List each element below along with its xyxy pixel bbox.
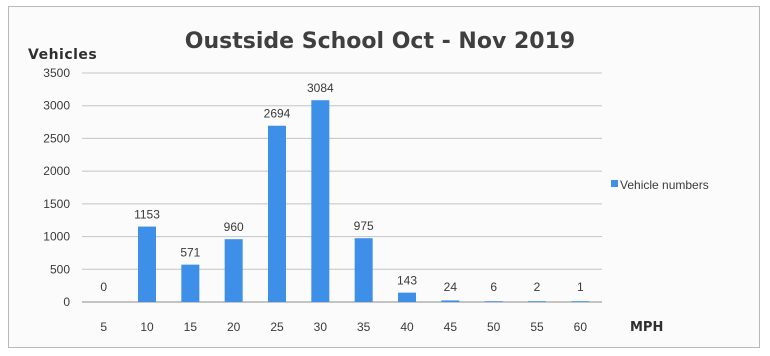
x-tick-label: 40 [400,320,414,334]
data-label: 960 [224,220,244,234]
data-label: 143 [397,274,417,288]
data-labels: 0 1153 571 960 2694 3084 975 143 24 6 2 1 [100,81,584,294]
y-tick-label: 2500 [43,131,70,145]
bar-20-mph [225,239,243,302]
data-label: 6 [490,280,497,294]
x-tick-label: 45 [444,320,458,334]
data-label: 2 [534,280,541,294]
chart-title: Oustside School Oct - Nov 2019 [185,29,575,54]
legend: Vehicle numbers [611,178,709,192]
x-tick-label: 15 [184,320,198,334]
x-tick-label: 55 [530,320,544,334]
data-label: 1 [577,280,584,294]
legend-label: Vehicle numbers [620,178,709,192]
data-label: 975 [354,219,374,233]
y-tick-label: 0 [63,295,70,309]
data-label: 2694 [264,107,291,121]
bar-15-mph [181,265,199,302]
x-tick-label: 50 [487,320,501,334]
y-tick-label: 3500 [43,66,70,80]
y-tick-label: 500 [50,262,70,276]
data-label: 0 [100,280,107,294]
gridlines [82,73,602,302]
bar-55-mph [528,301,546,302]
legend-swatch [611,180,618,187]
x-tick-label: 30 [314,320,328,334]
data-label: 1153 [134,208,160,222]
y-tick-label: 1000 [43,230,70,244]
y-tick-label: 1500 [43,197,70,211]
x-tick-label: 10 [140,320,154,334]
y-axis-label: Vehicles [28,47,97,63]
data-label: 3084 [307,81,334,95]
y-axis-ticks: 0 500 1000 1500 2000 2500 3000 3500 [43,66,70,309]
bar-60-mph [571,301,589,302]
data-label: 24 [444,280,458,294]
data-label: 571 [180,246,200,260]
bar-10-mph [138,227,156,302]
bar-30-mph [311,100,329,302]
x-tick-label: 5 [100,320,107,334]
x-tick-label: 25 [270,320,284,334]
bar-35-mph [355,238,373,302]
bar-45-mph [441,300,459,302]
bar-50-mph [485,301,503,302]
bar-40-mph [398,293,416,302]
y-tick-label: 3000 [43,99,70,113]
bars [138,100,589,302]
x-tick-label: 20 [227,320,241,334]
x-tick-label: 35 [357,320,371,334]
x-tick-label: 60 [574,320,588,334]
bar-25-mph [268,126,286,302]
x-axis-ticks: 5 10 15 20 25 30 35 40 45 50 55 60 [100,320,587,334]
y-tick-label: 2000 [43,164,70,178]
x-axis-label: MPH [630,320,663,335]
